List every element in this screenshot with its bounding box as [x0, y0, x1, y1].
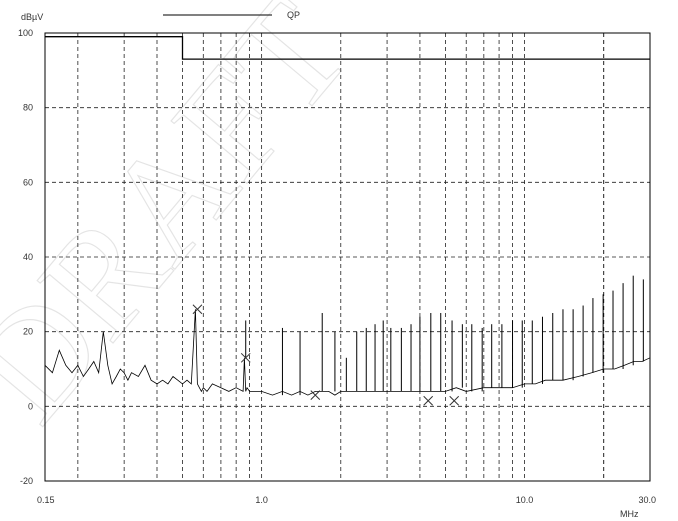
x-tick-label: 30.0	[638, 495, 656, 505]
y-tick-label: 40	[23, 252, 33, 262]
y-tick-label: -20	[20, 476, 33, 486]
y-tick-label: 60	[23, 177, 33, 187]
x-axis-label: MHz	[620, 509, 639, 519]
marker	[450, 396, 459, 405]
x-tick-label: 1.0	[255, 495, 268, 505]
y-axis-label: dBµV	[21, 12, 43, 22]
marker	[311, 391, 320, 400]
legend-label: QP	[287, 10, 300, 20]
y-tick-label: 20	[23, 327, 33, 337]
x-tick-label: 10.0	[516, 495, 534, 505]
markers	[193, 305, 459, 405]
marker	[424, 396, 433, 405]
y-tick-label: 0	[28, 401, 33, 411]
x-tick-label: 0.15	[37, 495, 55, 505]
y-tick-label: 80	[23, 103, 33, 113]
marker	[193, 305, 202, 314]
y-tick-label: 100	[18, 28, 33, 38]
